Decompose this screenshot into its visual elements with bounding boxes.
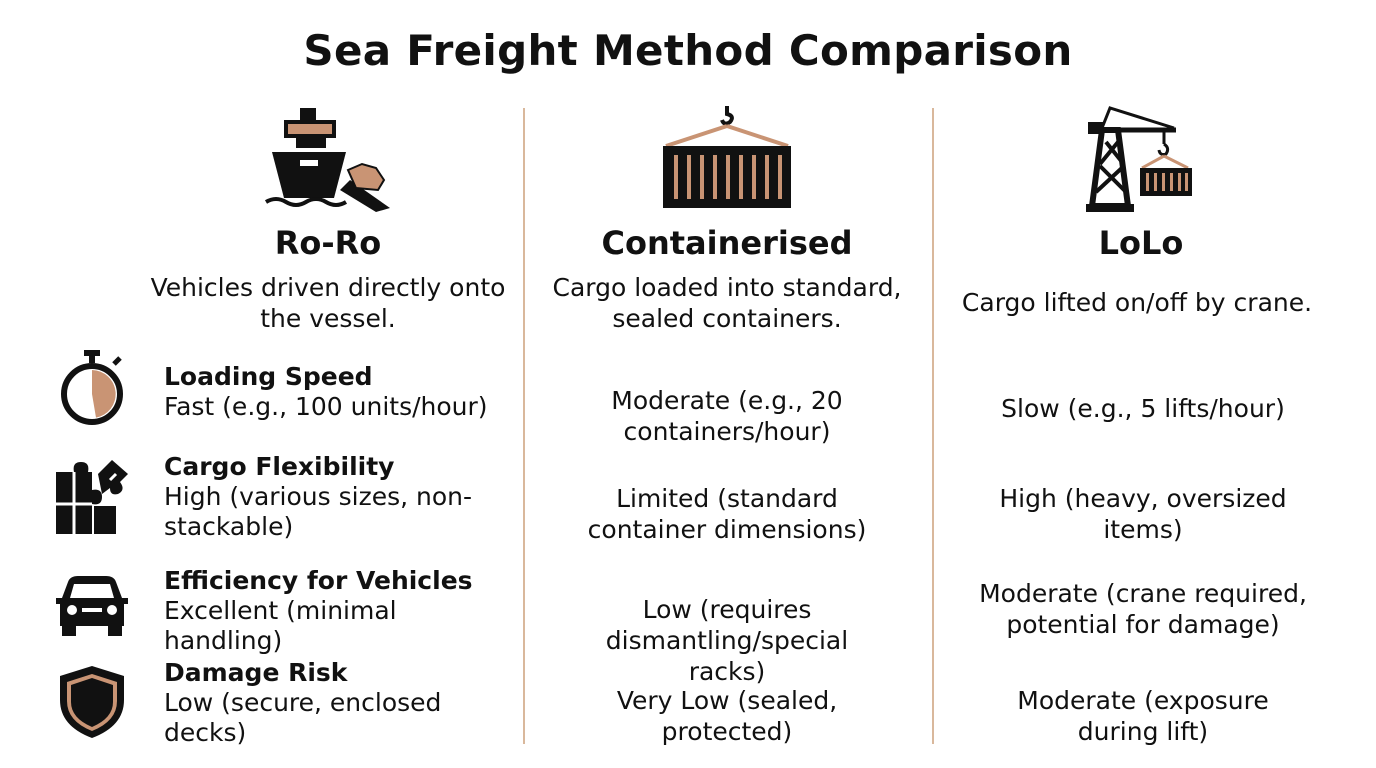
containerised-value: Moderate (e.g., 20 containers/hour) [611,386,843,446]
lolo-value: Slow (e.g., 5 lifts/hour) [1001,394,1285,423]
column-divider [523,108,525,744]
criterion-cargo-flexibility: Cargo Flexibility High (various sizes, n… [164,452,504,542]
method-name-lolo: LoLo [1098,224,1184,262]
method-name-roro: Ro-Ro [274,224,382,262]
shield-icon [60,666,124,738]
criterion-label: Loading Speed [164,362,373,391]
containerised-value: Low (requires dismantling/special racks) [605,595,849,686]
roro-value: Low (secure, enclosed decks) [164,688,442,747]
lolo-value: High (heavy, oversized items) [999,484,1287,544]
method-description-containerised: Cargo loaded into standard, sealed conta… [552,273,902,333]
criterion-damage-risk: Damage Risk Low (secure, enclosed decks) [164,658,504,748]
containerised-value: Limited (standard container dimensions) [587,484,867,544]
roro-value: Fast (e.g., 100 units/hour) [164,392,488,421]
criterion-efficiency-for-vehicles: Efficiency for Vehicles Excellent (minim… [164,566,504,656]
method-description-lolo: Cargo lifted on/off by crane. [961,288,1313,317]
stopwatch-icon [61,350,123,425]
page-title: Sea Freight Method Comparison [303,26,1073,75]
shipping-container-icon [663,106,791,208]
roro-ship-icon [264,108,390,212]
puzzle-icon [56,460,128,534]
criterion-label: Damage Risk [164,658,348,687]
lolo-value: Moderate (crane required, potential for … [979,579,1307,639]
method-name-containerised: Containerised [601,224,853,262]
criterion-label: Efficiency for Vehicles [164,566,473,595]
column-divider [932,108,934,744]
roro-value: Excellent (minimal handling) [164,596,397,655]
lolo-value: Moderate (exposure during lift) [1017,686,1269,746]
car-icon [56,576,128,636]
criterion-loading-speed: Loading Speed Fast (e.g., 100 units/hour… [164,362,504,422]
containerised-value: Very Low (sealed, protected) [616,686,838,746]
criterion-label: Cargo Flexibility [164,452,395,481]
method-description-roro: Vehicles driven directly onto the vessel… [150,273,506,333]
crane-icon [1086,106,1192,212]
roro-value: High (various sizes, non-stackable) [164,482,473,541]
